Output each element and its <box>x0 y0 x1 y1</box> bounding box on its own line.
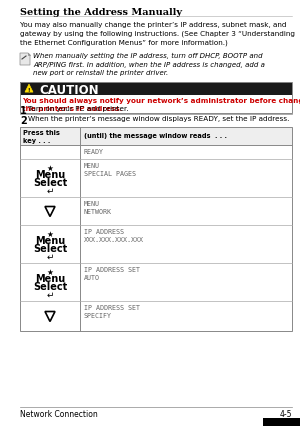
Text: Network Connection: Network Connection <box>20 409 98 418</box>
Text: You may also manually change the printer’s IP address, subnet mask, and
gateway : You may also manually change the printer… <box>20 22 295 46</box>
Text: XXX.XXX.XXX.XXX: XXX.XXX.XXX.XXX <box>84 236 144 242</box>
Polygon shape <box>25 85 33 93</box>
FancyBboxPatch shape <box>20 128 292 331</box>
Text: ↵: ↵ <box>46 290 54 299</box>
Text: Select: Select <box>33 243 67 253</box>
Text: SPECIAL PAGES: SPECIAL PAGES <box>84 170 136 177</box>
Text: ★: ★ <box>46 164 53 173</box>
Text: 4-5: 4-5 <box>280 409 292 418</box>
Text: Turn on your PC and printer.: Turn on your PC and printer. <box>28 106 129 112</box>
Text: When manually setting the IP address, turn off DHCP, BOOTP and
ARP/PING first. I: When manually setting the IP address, tu… <box>33 53 265 76</box>
Text: NETWORK: NETWORK <box>84 208 112 215</box>
Text: IP ADDRESS: IP ADDRESS <box>84 228 124 234</box>
Text: You should always notify your network’s administrator before changing
the printe: You should always notify your network’s … <box>22 97 300 111</box>
FancyBboxPatch shape <box>20 83 292 96</box>
Text: Menu: Menu <box>35 170 65 180</box>
Text: IP ADDRESS SET: IP ADDRESS SET <box>84 304 140 310</box>
Polygon shape <box>28 54 30 56</box>
Text: ★: ★ <box>46 230 53 239</box>
Text: (until) the message window reads  . . .: (until) the message window reads . . . <box>84 132 227 139</box>
Text: ↵: ↵ <box>46 253 54 262</box>
FancyBboxPatch shape <box>263 418 300 426</box>
Text: Menu: Menu <box>35 236 65 245</box>
Text: READY: READY <box>84 149 104 155</box>
Polygon shape <box>20 54 30 66</box>
Text: IP ADDRESS SET: IP ADDRESS SET <box>84 266 140 272</box>
Text: Select: Select <box>33 178 67 187</box>
Text: Menu: Menu <box>35 273 65 283</box>
Text: Press this
key . . .: Press this key . . . <box>23 130 60 144</box>
Text: CAUTION: CAUTION <box>39 84 99 97</box>
Text: ↵: ↵ <box>46 187 54 196</box>
Text: !: ! <box>28 87 30 92</box>
Text: When the printer’s message window displays READY, set the IP address.: When the printer’s message window displa… <box>28 116 290 122</box>
Text: 2: 2 <box>20 116 27 126</box>
Text: MENU: MENU <box>84 201 100 207</box>
Text: Select: Select <box>33 281 67 291</box>
Text: Setting the Address Manually: Setting the Address Manually <box>20 8 182 17</box>
Text: MENU: MENU <box>84 163 100 169</box>
Text: SPECIFY: SPECIFY <box>84 312 112 318</box>
Text: AUTO: AUTO <box>84 274 100 280</box>
FancyBboxPatch shape <box>20 128 292 146</box>
Text: ★: ★ <box>46 268 53 276</box>
Text: 1: 1 <box>20 106 27 116</box>
